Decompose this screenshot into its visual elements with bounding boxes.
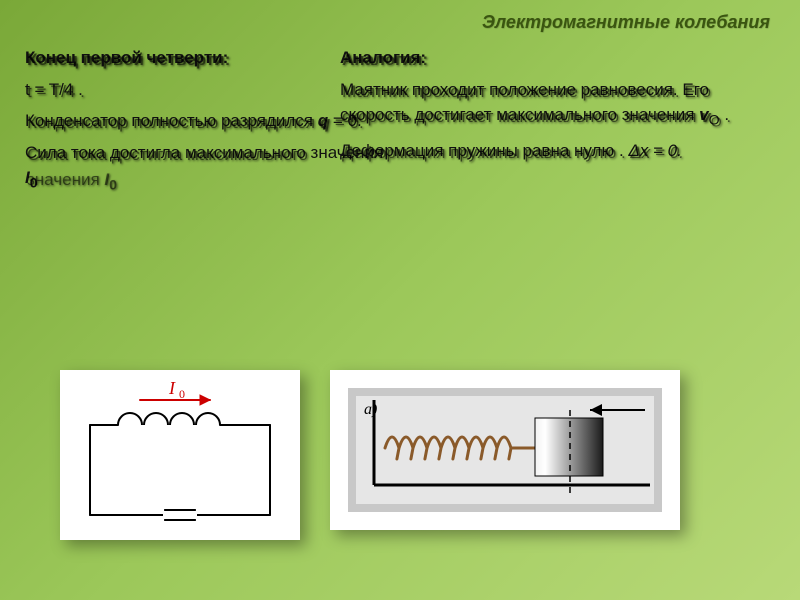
left-cap: Конденсатор полностью разрядился q = 0. xyxy=(25,111,362,130)
right-column: Аналогия: Аналогия: Маятник проходит пол… xyxy=(340,45,770,169)
svg-text:0: 0 xyxy=(179,387,185,401)
left-current: Сила тока достигла максимального значени… xyxy=(25,143,383,188)
v-sym: v xyxy=(699,105,708,124)
slide-title: Электромагнитные колебания xyxy=(482,12,770,33)
I-sub: 0 xyxy=(30,175,38,191)
left-heading: Конец первой четверти: xyxy=(25,48,228,67)
q-sym: q xyxy=(318,111,328,130)
figure-lc-circuit: I0 xyxy=(60,370,300,540)
left-column: Конец первой четверти: Конец первой четв… xyxy=(25,45,385,201)
lc-svg: I0 xyxy=(60,370,300,540)
right-line2: Деформация пружины равна нулю . Δx = 0. xyxy=(340,141,682,160)
right-line1: Маятник проходит положение равновесия. Е… xyxy=(340,80,729,125)
left-cap-prefix: Конденсатор полностью разрядился xyxy=(25,111,318,130)
left-current-text: Сила тока достигла максимального значени… xyxy=(25,143,383,162)
left-time: t = T/4 . xyxy=(25,80,83,99)
figure-spring-mass: a) xyxy=(330,370,680,530)
dx: Δx = 0. xyxy=(628,141,681,160)
right-line1-text: Маятник проходит положение равновесия. Е… xyxy=(340,80,709,125)
right-heading: Аналогия: xyxy=(340,48,426,67)
v-sub: O xyxy=(709,112,720,128)
svg-text:I: I xyxy=(168,378,176,398)
right-line2-text: Деформация пружины равна нулю . xyxy=(340,141,624,160)
spring-svg: a) xyxy=(330,370,680,530)
